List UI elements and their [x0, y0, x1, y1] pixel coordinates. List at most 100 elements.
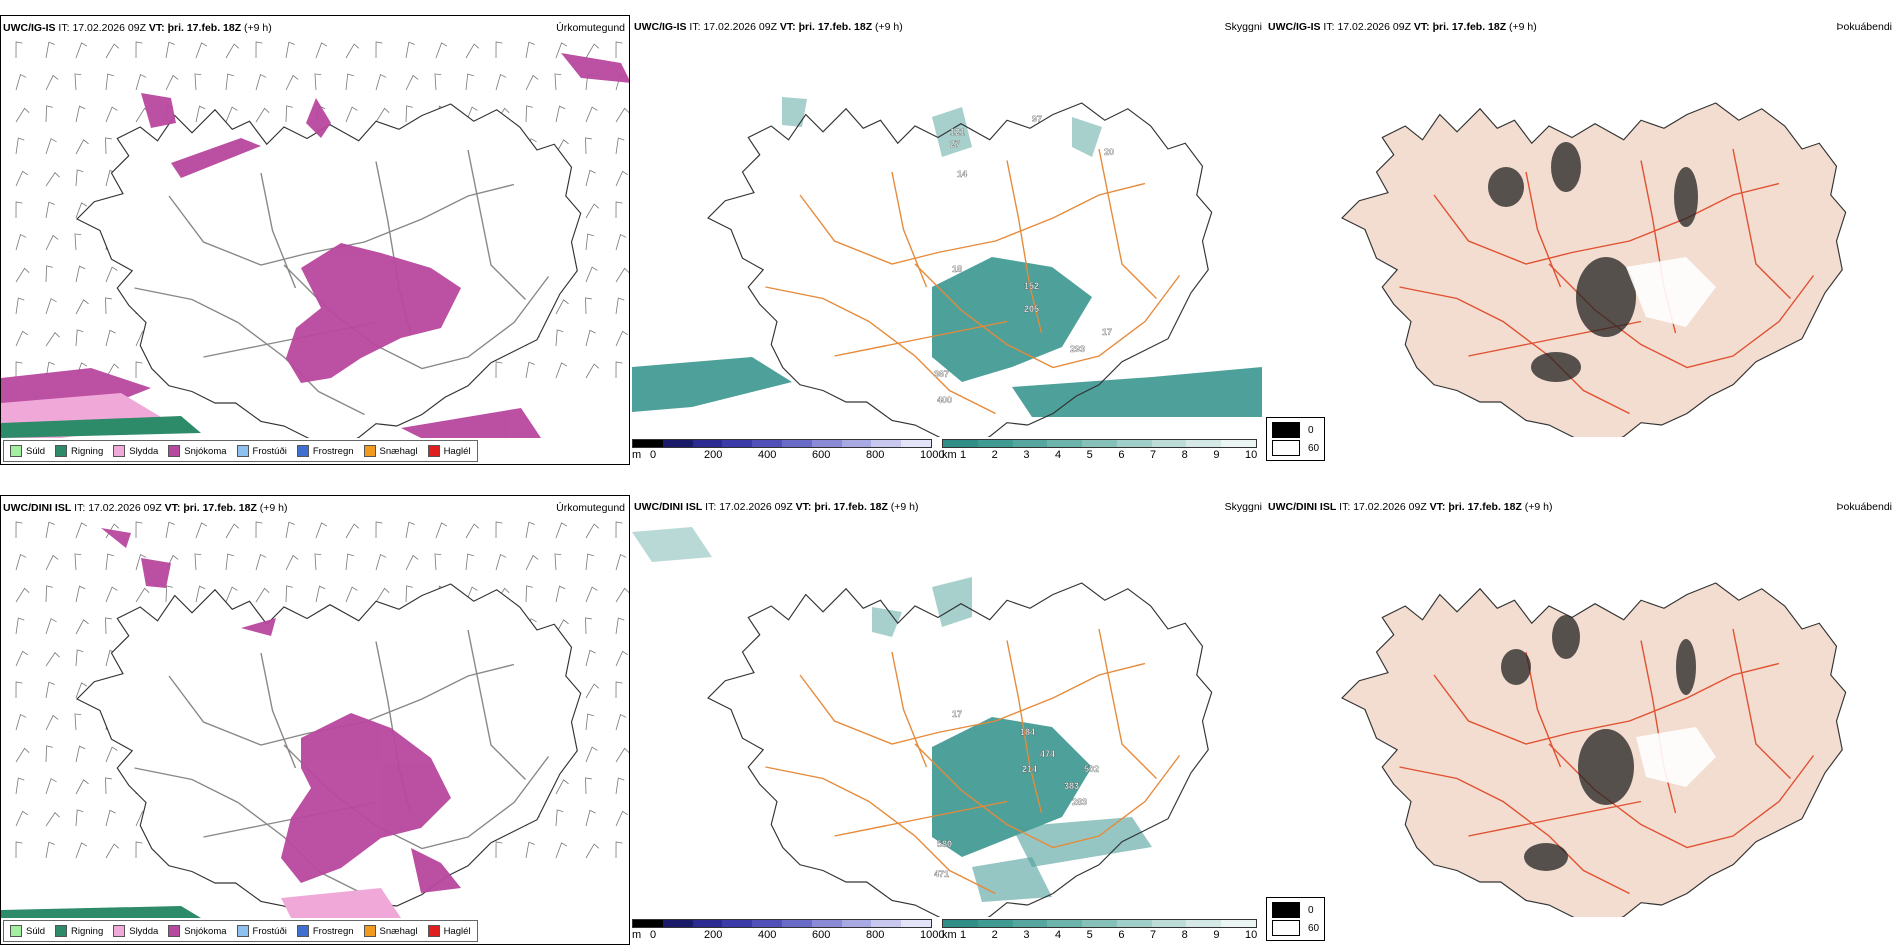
- wind-barb: [525, 841, 535, 859]
- wind-barb: [615, 233, 627, 251]
- wind-barb: [285, 554, 299, 571]
- wind-barb: [105, 106, 118, 123]
- wind-barb: [45, 41, 55, 59]
- wind-barb: [45, 521, 55, 539]
- wind-barb: [615, 553, 627, 571]
- fog-map: [1341, 582, 1847, 917]
- visibility-value-label: 14: [957, 169, 967, 179]
- legend-label: Snjókoma: [184, 925, 227, 937]
- wind-barb: [585, 363, 600, 379]
- wind-barb: [45, 201, 55, 219]
- legend-label: Rigning: [71, 925, 104, 937]
- wind-barb: [585, 43, 600, 59]
- colorbar-tick: 9: [1213, 449, 1220, 461]
- wind-barb: [15, 107, 30, 123]
- wind-barb: [345, 106, 358, 123]
- wind-barb: [195, 585, 206, 603]
- legend-item: Snjókoma: [168, 445, 227, 457]
- colorbar-tick: 1000: [920, 449, 945, 461]
- wind-barb: [15, 73, 27, 91]
- wind-barb: [525, 105, 533, 123]
- wind-barb: [135, 521, 143, 539]
- wind-barb: [285, 105, 293, 123]
- wind-barb: [165, 585, 173, 603]
- legend-label: Snæhagl: [379, 925, 418, 937]
- wind-barb: [495, 553, 507, 571]
- wind-barb: [525, 361, 535, 379]
- wind-barb: [45, 138, 57, 155]
- precip-map: [1, 41, 629, 438]
- colorbar-tick: 4: [1055, 449, 1062, 461]
- colorbar-tick: 8: [1181, 929, 1188, 941]
- colorbar-unit: km: [942, 929, 957, 941]
- wind-barb: [585, 683, 600, 699]
- wind-barb: [555, 809, 564, 827]
- low-vis-shading: [632, 527, 1152, 902]
- visibility-value-label: 383: [1064, 781, 1079, 791]
- wind-barb: [15, 233, 27, 251]
- wind-barb: [225, 586, 238, 603]
- legend-item: Haglél: [427, 445, 471, 457]
- visibility-value-label: 20: [1104, 147, 1114, 157]
- colorbar-tick: 2: [991, 929, 998, 941]
- wind-barb: [15, 201, 23, 219]
- wind-barb: [15, 170, 29, 187]
- wind-barb: [74, 713, 82, 731]
- wind-barb: [465, 43, 480, 59]
- wind-barb: [75, 169, 84, 187]
- wind-barb: [285, 74, 299, 91]
- low-vis-shading: [632, 97, 1262, 417]
- wind-barb: [585, 586, 598, 603]
- fog-index: [1501, 615, 1696, 871]
- wind-barb: [75, 139, 89, 155]
- wind-barb: [375, 41, 383, 59]
- wind-barb: [15, 267, 30, 283]
- wind-barb: [585, 553, 594, 571]
- wind-barb: [195, 105, 206, 123]
- precip-legend: Súld Rigning Slydda Snjókoma Frostúði Frostre…: [3, 920, 478, 942]
- wind-barb: [405, 554, 419, 571]
- wind-barb: [435, 522, 448, 539]
- wind-barb: [45, 332, 60, 347]
- legend-swatch: [363, 925, 376, 937]
- panel-title: Skyggni: [1224, 501, 1262, 513]
- legend-label: Snæhagl: [379, 445, 418, 457]
- colorbar-tick: 1000: [920, 929, 945, 941]
- legend-item: Haglél: [427, 925, 471, 937]
- wind-barb: [555, 362, 568, 379]
- snow-area: [101, 528, 461, 893]
- visibility-value-label: 18: [952, 264, 962, 274]
- wind-barb: [495, 361, 503, 379]
- wind-barb: [615, 521, 623, 539]
- legend-item: Rigning: [55, 925, 103, 937]
- legend-swatch: [10, 445, 22, 457]
- wind-barb: [45, 585, 53, 603]
- wind-barb: [255, 73, 267, 91]
- wind-barb: [225, 106, 238, 123]
- wind-barb: [45, 812, 60, 827]
- wind-barb: [405, 105, 413, 123]
- wind-barb: [525, 585, 533, 603]
- colorbar-tick: 600: [812, 449, 831, 461]
- visibility-value-label: 580: [937, 839, 952, 849]
- wind-barb: [375, 553, 387, 571]
- wind-barb: [74, 553, 82, 571]
- wind-barb: [45, 234, 59, 251]
- wind-barb: [555, 299, 569, 315]
- visibility-value-label: 152: [1024, 281, 1039, 291]
- fog-panel-top: UWC/IG-IS IT: 17.02.2026 09Z VT: þri. 17…: [1266, 15, 1896, 465]
- wind-barb: [15, 587, 30, 603]
- visibility-map: 121 27 97 20 14 18 152 205 17 293 367 400: [632, 97, 1262, 437]
- wind-barb: [75, 809, 84, 827]
- legend-swatch: [296, 925, 309, 937]
- wind-barb: [75, 842, 88, 859]
- colorbar-tick: 600: [812, 929, 831, 941]
- wind-barb: [615, 297, 625, 315]
- wind-barb: [135, 41, 143, 59]
- visibility-value-label: 283: [1072, 797, 1087, 807]
- wind-barb: [585, 297, 592, 315]
- legend-swatch: [113, 925, 126, 937]
- legend-label: Haglél: [443, 925, 471, 937]
- wind-barb: [615, 137, 625, 155]
- legend-label: Snjókoma: [184, 445, 227, 457]
